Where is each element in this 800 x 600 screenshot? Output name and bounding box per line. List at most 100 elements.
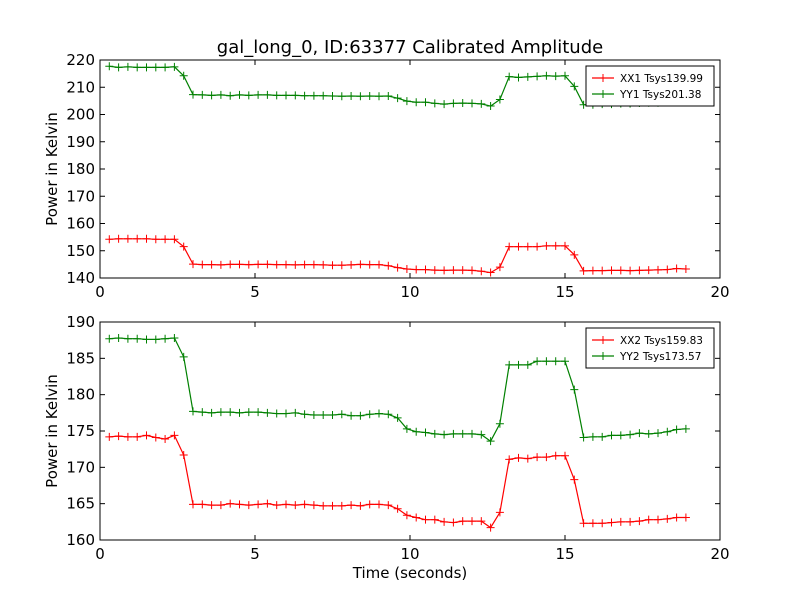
data-point: [551, 357, 560, 366]
data-point: [607, 518, 616, 527]
data-point: [598, 519, 607, 528]
data-point: [384, 261, 393, 270]
data-point: [570, 385, 579, 394]
data-point: [570, 82, 579, 91]
data-point: [365, 260, 374, 269]
data-point: [347, 411, 356, 420]
data-point: [412, 98, 421, 107]
data-point: [216, 260, 225, 269]
x-tick-label: 5: [250, 545, 260, 563]
data-point: [142, 63, 151, 72]
y-tick-label: 170: [66, 187, 95, 205]
data-point: [179, 242, 188, 251]
y-tick-label: 200: [66, 106, 95, 124]
x-tick-label: 0: [95, 283, 105, 301]
data-point: [356, 92, 365, 101]
data-point: [161, 434, 170, 443]
data-point: [244, 91, 253, 100]
axes-frame: [99, 321, 721, 541]
data-point: [207, 501, 216, 510]
y-tick-label: 160: [66, 215, 95, 233]
data-point: [561, 241, 569, 250]
data-point: [449, 518, 458, 527]
x-tick-label: 0: [95, 545, 105, 563]
x-tick-label: 10: [400, 545, 419, 563]
data-point: [598, 432, 607, 441]
data-point: [542, 357, 551, 366]
data-point: [393, 413, 402, 422]
data-point: [449, 429, 458, 438]
data-point: [189, 260, 197, 269]
top-subplot: 0 5 10 15 20 140 150 160 170 180 190 200 210 220 Power…: [43, 51, 730, 301]
data-point: [263, 90, 272, 99]
data-point: [235, 260, 244, 269]
data-point: [495, 95, 504, 104]
data-point: [309, 91, 318, 100]
data-point: [561, 71, 569, 80]
x-tick-label: 5: [250, 283, 260, 301]
data-point: [542, 241, 551, 250]
data-point: [319, 91, 328, 100]
data-point: [663, 265, 672, 274]
data-point: [235, 90, 244, 99]
data-point: [161, 63, 170, 72]
y-tick-label: 180: [66, 160, 95, 178]
data-point: [514, 453, 523, 462]
data-point: [440, 517, 449, 526]
data-point: [198, 260, 207, 269]
y-tick-label: 190: [66, 133, 95, 151]
data-point: [207, 91, 216, 100]
data-point: [291, 91, 300, 100]
data-point: [309, 501, 318, 510]
data-point: [393, 94, 402, 103]
data-point: [616, 431, 625, 440]
y-tick-label: 175: [66, 422, 95, 440]
data-point: [105, 62, 114, 71]
data-point: [179, 71, 188, 80]
data-point: [607, 266, 616, 275]
data-point: [523, 242, 532, 251]
data-point: [644, 515, 653, 524]
data-point: [254, 260, 263, 269]
data-point: [123, 234, 132, 243]
data-point: [412, 265, 421, 274]
data-point: [319, 260, 328, 269]
data-point: [681, 424, 690, 433]
data-point: [514, 73, 523, 82]
data-point: [402, 511, 411, 520]
data-point: [449, 99, 458, 108]
data-point: [375, 260, 383, 269]
data-point: [328, 91, 337, 100]
data-point: [151, 335, 160, 344]
data-point: [226, 91, 235, 100]
data-point: [114, 333, 123, 342]
data-point: [477, 99, 486, 108]
legend-marker: [599, 90, 607, 98]
data-point: [523, 454, 532, 463]
data-point: [384, 501, 393, 510]
data-point: [216, 90, 225, 99]
data-point: [514, 242, 523, 251]
data-point: [449, 266, 458, 275]
data-point: [207, 260, 216, 269]
data-point: [384, 91, 393, 100]
data-point: [142, 335, 151, 344]
data-point: [356, 260, 365, 269]
data-point: [579, 266, 588, 275]
data-point: [114, 432, 123, 441]
data-point: [626, 517, 635, 526]
data-point: [523, 360, 532, 369]
data-point: [598, 266, 607, 275]
x-tick-label: 20: [710, 283, 729, 301]
data-point: [291, 260, 300, 269]
y-tick-label: 190: [66, 313, 95, 331]
data-point: [235, 408, 244, 417]
data-point: [421, 515, 430, 524]
data-point: [533, 242, 542, 251]
data-point: [189, 90, 197, 99]
data-point: [440, 266, 449, 275]
data-point: [430, 99, 439, 108]
data-point: [402, 97, 411, 106]
data-point: [477, 267, 486, 276]
data-point: [607, 431, 616, 440]
